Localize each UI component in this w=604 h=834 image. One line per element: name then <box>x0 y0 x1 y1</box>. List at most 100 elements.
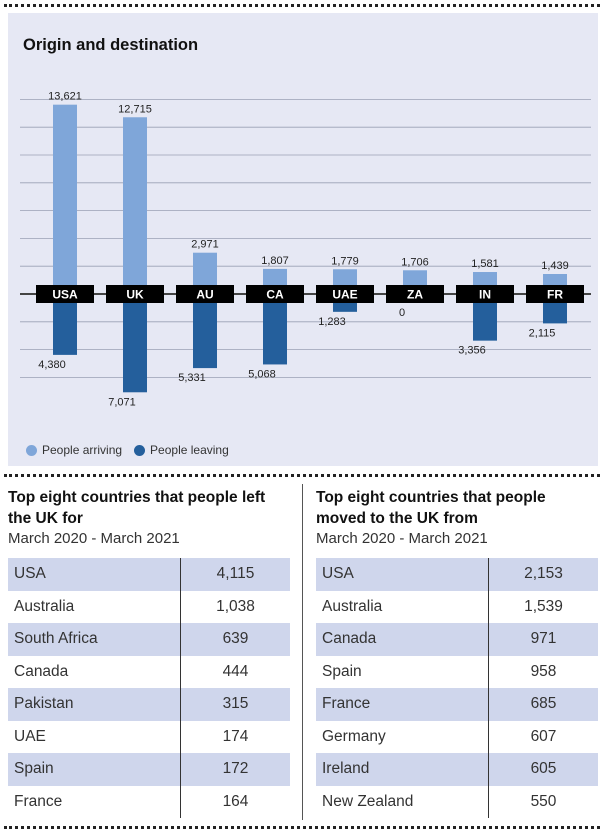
value-cell: 2,153 <box>524 565 563 583</box>
bar-chart: 13,621 4,380 USA 12,715 7,071 UK 2,971 5,331 AU 1… <box>20 91 591 408</box>
legend-item-leaving: People leaving <box>134 443 229 457</box>
country-cell: Spain <box>316 655 489 688</box>
data-label-leaving: 1,283 <box>318 316 346 328</box>
right-table-block: Top eight countries that people moved to… <box>316 487 598 818</box>
value-cell: 174 <box>222 727 249 745</box>
country-cell: Spain <box>8 753 181 786</box>
data-label-arriving: 1,439 <box>541 260 569 272</box>
left-table: USA 4,115 Australia 1,038 South Africa 639 Can… <box>8 558 290 818</box>
data-label-leaving: 5,068 <box>248 368 276 380</box>
data-label-leaving: 0 <box>399 307 405 319</box>
category-label-box <box>386 285 444 303</box>
bar-leaving-uk <box>123 294 147 393</box>
category-label-au: AU <box>196 288 213 302</box>
category-label-box <box>246 285 304 303</box>
country-cell: South Africa <box>8 623 181 656</box>
table-row: Canada 444 <box>8 655 290 688</box>
category-label-in: IN <box>479 288 491 302</box>
data-label-arriving: 12,715 <box>118 103 152 115</box>
bar-arriving-usa <box>53 104 77 295</box>
data-label-leaving: 5,331 <box>178 372 206 384</box>
value-cell: 639 <box>222 630 249 648</box>
data-label-arriving: 13,621 <box>48 91 82 103</box>
chart-legend: People arriving People leaving <box>26 443 241 457</box>
value-cell: 605 <box>530 760 557 778</box>
data-label-arriving: 2,971 <box>191 239 219 251</box>
data-label-arriving: 1,581 <box>471 258 499 270</box>
right-table: USA 2,153 Australia 1,539 Canada 971 Spain 958 F… <box>316 558 598 818</box>
value-cell: 685 <box>530 695 557 713</box>
category-label-uae: UAE <box>332 288 357 302</box>
value-cell: 172 <box>222 760 249 778</box>
country-cell: USA <box>316 558 489 591</box>
data-label-arriving: 1,706 <box>401 256 429 268</box>
left-table-subtitle: March 2020 - March 2021 <box>8 530 180 547</box>
value-cell: 164 <box>222 792 249 810</box>
value-cell: 444 <box>222 662 249 680</box>
category-label-box <box>316 285 374 303</box>
table-row: UAE 174 <box>8 720 290 753</box>
value-cell: 4,115 <box>216 565 255 583</box>
country-cell: Canada <box>316 623 489 656</box>
category-label-box <box>526 285 584 303</box>
value-cell: 971 <box>530 630 557 648</box>
table-row: New Zealand 550 <box>316 785 598 818</box>
data-label-leaving: 7,071 <box>108 396 136 408</box>
table-row: Canada 971 <box>316 623 598 656</box>
bar-arriving-uk <box>123 117 147 294</box>
table-row: Australia 1,539 <box>316 590 598 623</box>
bar-leaving-au <box>193 294 217 369</box>
right-table-subtitle: March 2020 - March 2021 <box>316 530 488 547</box>
table-row: Australia 1,038 <box>8 590 290 623</box>
table-row: USA 4,115 <box>8 558 290 591</box>
country-cell: Australia <box>8 590 181 623</box>
table-row: South Africa 639 <box>8 623 290 656</box>
table-row: Pakistan 315 <box>8 688 290 721</box>
table-row: USA 2,153 <box>316 558 598 591</box>
table-row: France 164 <box>8 785 290 818</box>
value-cell: 607 <box>530 727 557 745</box>
country-cell: UAE <box>8 720 181 753</box>
country-cell: Germany <box>316 720 489 753</box>
table-row: Spain 958 <box>316 655 598 688</box>
country-cell: Australia <box>316 590 489 623</box>
bar-leaving-usa <box>53 294 77 355</box>
category-label-box <box>36 285 94 303</box>
value-cell: 1,038 <box>216 597 255 615</box>
value-cell: 550 <box>530 792 557 810</box>
data-label-arriving: 1,807 <box>261 255 289 267</box>
data-label-leaving: 3,356 <box>458 345 486 357</box>
left-table-block: Top eight countries that people left the… <box>8 487 290 818</box>
chart-title: Origin and destination <box>23 36 199 54</box>
table-row: Germany 607 <box>316 720 598 753</box>
data-label-arriving: 1,779 <box>331 255 359 267</box>
category-label-box <box>176 285 234 303</box>
category-label-uk: UK <box>126 288 144 302</box>
right-table-title: Top eight countries that people moved to… <box>316 489 546 527</box>
table-column-separator <box>302 484 303 820</box>
value-cell: 315 <box>222 695 249 713</box>
data-label-leaving: 2,115 <box>529 327 556 339</box>
table-row: Spain 172 <box>8 753 290 786</box>
top-dotted-divider <box>4 4 600 7</box>
category-label-usa: USA <box>52 288 78 302</box>
category-label-za: ZA <box>407 288 423 302</box>
category-label-fr: FR <box>547 288 563 302</box>
country-cell: Canada <box>8 655 181 688</box>
legend-swatch-leaving <box>134 444 146 456</box>
category-label-box <box>106 285 164 303</box>
legend-item-arriving: People arriving <box>26 443 122 457</box>
legend-label-leaving: People leaving <box>150 443 229 457</box>
legend-label-arriving: People arriving <box>42 443 123 457</box>
legend-swatch-arriving <box>26 444 37 456</box>
value-cell: 958 <box>530 662 557 680</box>
middle-dotted-divider <box>4 474 600 477</box>
value-cell: 1,539 <box>524 597 563 615</box>
country-cell: USA <box>8 558 181 591</box>
table-row: France 685 <box>316 688 598 721</box>
left-table-title: Top eight countries that people left the… <box>8 489 266 527</box>
table-row: Ireland 605 <box>316 753 598 786</box>
bottom-dotted-divider <box>4 826 600 829</box>
category-label-ca: CA <box>266 288 284 302</box>
country-cell: Pakistan <box>8 688 181 721</box>
